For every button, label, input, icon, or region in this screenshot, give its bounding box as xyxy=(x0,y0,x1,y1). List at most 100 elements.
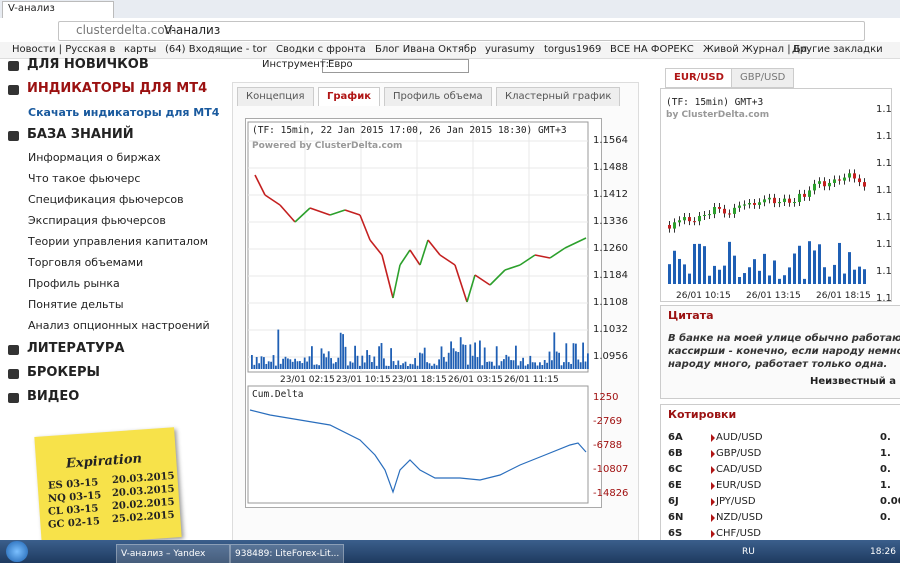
taskbar-lang: RU xyxy=(742,547,755,557)
task-item[interactable]: V-анализ – Yandex xyxy=(116,544,230,563)
volume-bar xyxy=(467,364,469,369)
url-field[interactable] xyxy=(58,21,865,41)
quote-pair: JPY/USD xyxy=(716,496,756,507)
chart-tab[interactable]: Профиль объема xyxy=(384,87,492,106)
menu-item[interactable]: Информация о биржах xyxy=(28,151,161,164)
volume-bar xyxy=(260,356,263,369)
volume-bar xyxy=(327,351,330,369)
chart-tab[interactable]: Концепция xyxy=(237,87,314,106)
volume-bar xyxy=(491,361,493,369)
other-bookmarks[interactable]: Другие закладки xyxy=(792,44,883,55)
volume-bar xyxy=(308,356,311,369)
mini-volume xyxy=(793,253,796,284)
price-segment xyxy=(419,239,429,266)
menu-item[interactable]: Торговля объемами xyxy=(28,256,144,269)
volume-bar xyxy=(546,362,548,369)
mini-price-tick: 1.1 xyxy=(876,239,892,250)
volume-bar xyxy=(474,342,476,369)
mini-price-tick: 1.1 xyxy=(876,266,892,277)
quote-value: 0. xyxy=(880,432,891,443)
menu-item[interactable]: БАЗА ЗНАНИЙ xyxy=(27,127,134,142)
volume-bar xyxy=(291,361,294,369)
start-button[interactable] xyxy=(6,541,28,562)
active-tab[interactable] xyxy=(2,1,114,19)
volume-bar xyxy=(361,355,364,369)
bookmark[interactable]: Блог Ивана Октябр xyxy=(375,44,477,55)
chart-header: (TF: 15min, 22 Jan 2015 17:00, 26 Jan 20… xyxy=(252,125,567,136)
price-segment xyxy=(466,274,476,303)
menu-item[interactable]: Спецификация фьючерсов xyxy=(28,193,184,206)
mini-candle xyxy=(798,193,801,203)
instrument-value[interactable]: Евро xyxy=(328,59,353,70)
volume-bar xyxy=(486,361,488,369)
menu-icon xyxy=(8,345,19,355)
menu-item[interactable]: Теории управления капиталом xyxy=(28,235,209,248)
volume-bar xyxy=(416,365,419,369)
bookmark[interactable]: torgus1969 xyxy=(544,44,602,55)
quote-arrow xyxy=(711,466,715,474)
volume-bar xyxy=(284,356,287,369)
bookmark[interactable]: Живой Журнал | Бл xyxy=(703,44,808,55)
bookmark[interactable]: карты xyxy=(124,44,157,55)
price-segment xyxy=(409,249,421,266)
volume-bar xyxy=(426,362,428,369)
bookmark[interactable]: ВСЕ НА ФОРЕКС xyxy=(610,44,694,55)
price-segment xyxy=(427,239,441,256)
mini-candle xyxy=(728,213,731,215)
menu-item[interactable]: ЛИТЕРАТУРА xyxy=(27,341,125,356)
time-tick: 23/01 10:15 xyxy=(336,375,391,385)
select-box[interactable] xyxy=(322,59,469,73)
mini-volume xyxy=(828,276,831,284)
volume-bar xyxy=(541,365,544,369)
menu-item[interactable]: Скачать индикаторы для МТ4 xyxy=(28,106,220,119)
volume-bar xyxy=(255,357,258,369)
volume-bar xyxy=(392,361,395,369)
volume-bar xyxy=(433,363,436,369)
pair-tab[interactable]: GBP/USD xyxy=(731,68,795,88)
price-segment xyxy=(519,254,536,266)
quote-pair: CAD/USD xyxy=(716,464,763,475)
menu-item[interactable]: ИНДИКАТОРЫ ДЛЯ МТ4 xyxy=(27,81,208,96)
chart-tab[interactable]: График xyxy=(318,87,380,106)
mini-candle xyxy=(818,181,821,184)
bookmark[interactable]: Новости | Русская в xyxy=(12,44,116,55)
volume-bar xyxy=(265,363,268,369)
mini-candle xyxy=(828,182,831,187)
quote-arrow xyxy=(711,450,715,458)
quote-code: 6C xyxy=(668,464,683,475)
delta-tick: -6788 xyxy=(593,440,623,451)
mini-price-tick: 1.1 xyxy=(876,104,892,115)
volume-bar xyxy=(529,355,532,369)
bookmark[interactable]: Сводки с фронта xyxy=(276,44,366,55)
chart-tab[interactable]: Кластерный график xyxy=(496,87,621,106)
menu-item[interactable]: Профиль рынка xyxy=(28,277,120,290)
menu-item[interactable]: БРОКЕРЫ xyxy=(27,365,100,380)
mini-time-tick: 26/01 18:15 xyxy=(816,291,871,301)
volume-bar xyxy=(421,353,424,369)
mini-volume xyxy=(753,259,756,284)
delta-tick: 1250 xyxy=(593,392,619,403)
menu-item[interactable]: ВИДЕО xyxy=(27,389,80,404)
menu-item[interactable]: ДЛЯ НОВИЧКОВ xyxy=(27,57,149,72)
volume-bar xyxy=(534,362,536,369)
volume-bar xyxy=(414,358,416,369)
volume-bar xyxy=(385,365,388,369)
menu-item[interactable]: Понятие дельты xyxy=(28,298,124,311)
task-item[interactable]: 938489: LiteForex-Lit... xyxy=(230,544,344,563)
menu-item[interactable]: Экспирация фьючерсов xyxy=(28,214,166,227)
pair-tab[interactable]: EUR/USD xyxy=(665,68,733,88)
menu-item[interactable]: Что такое фьючерс xyxy=(28,172,141,185)
mini-candle xyxy=(678,220,681,223)
volume-bar xyxy=(450,341,452,369)
mini-price-tick: 1.1 xyxy=(876,158,892,169)
volume-bar xyxy=(440,346,443,369)
bookmark[interactable]: (64) Входящие - tor xyxy=(165,44,267,55)
volume-bar xyxy=(435,365,438,369)
bookmark[interactable]: yurasumy xyxy=(485,44,535,55)
volume-bar xyxy=(315,364,318,369)
volume-bar xyxy=(335,362,337,369)
volume-bar xyxy=(311,346,313,369)
price-segment xyxy=(264,194,281,206)
menu-item[interactable]: Анализ опционных настроений xyxy=(28,319,210,332)
volume-bar xyxy=(263,357,265,369)
